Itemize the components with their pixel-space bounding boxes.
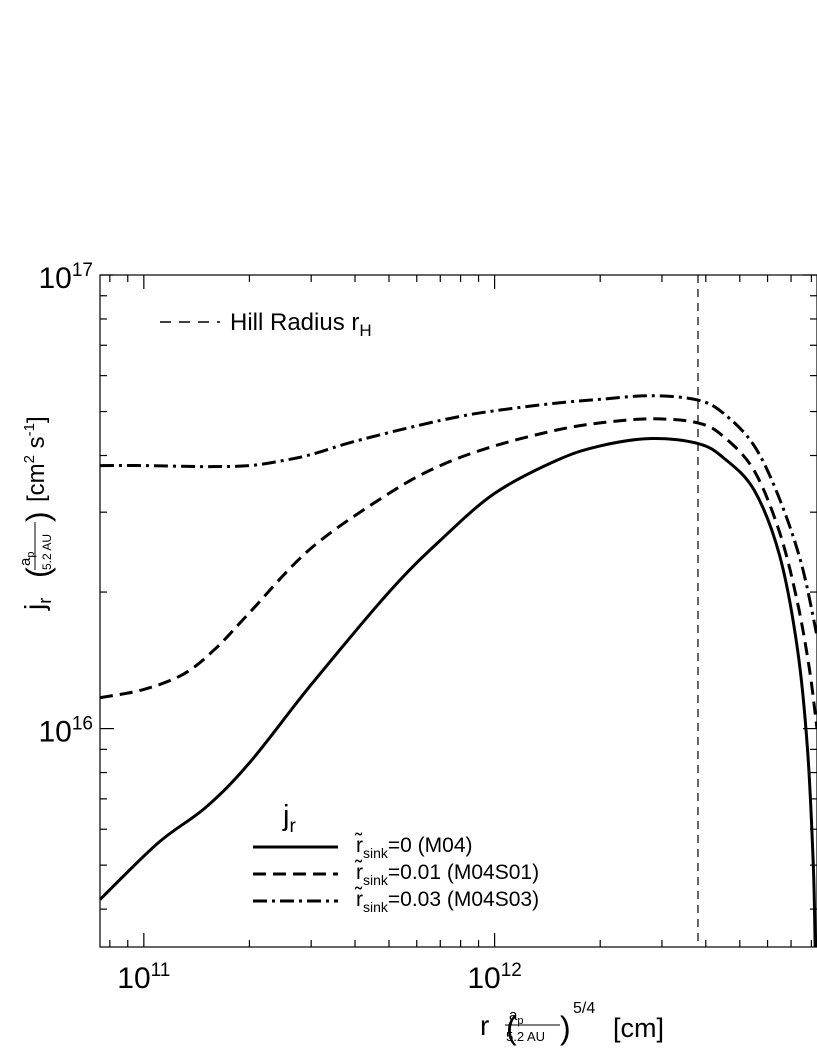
series-line-dashed [100, 417, 817, 729]
tick-labels: 1011 1012 1016 1017 [38, 260, 521, 995]
ticks [100, 274, 817, 947]
x-axis-unit: [cm] [613, 1013, 664, 1043]
x-axis-paren-right: ) [560, 1010, 571, 1046]
y-axis-frac-den: 5.2 AU [40, 534, 54, 570]
x-tick-label: 1012 [467, 960, 522, 995]
legend-label: r̃sink=0 (M04) [354, 833, 472, 861]
x-axis-frac-num: ap [509, 1007, 523, 1027]
legend-label: r̃sink=0.01 (M04S01) [354, 860, 539, 888]
x-axis-label-main: r [480, 1010, 489, 1041]
y-axis-paren-right: ) [20, 511, 56, 522]
legend-entry: r̃sink=0.01 (M04S01) [253, 860, 539, 888]
y-axis-paren-left: ( [20, 567, 56, 578]
x-axis-paren-left: ( [506, 1010, 517, 1046]
legend-entry: r̃sink=0.03 (M04S03) [253, 887, 539, 915]
y-axis-unit: [cm2 s-1] [21, 416, 50, 502]
y-axis-frac-num: ap [17, 552, 37, 566]
hill-radius-legend: Hill Radius rH [160, 309, 372, 340]
legend: jr r̃sink=0 (M04) r̃sink=0.01 (M04S01) r… [253, 800, 539, 915]
legend-entry: r̃sink=0 (M04) [253, 833, 473, 861]
legend-label: r̃sink=0.03 (M04S03) [354, 887, 539, 915]
legend-title: jr [282, 800, 296, 837]
series-line-dashdot [100, 394, 817, 637]
series-line-solid [100, 436, 817, 947]
hill-radius-label: Hill Radius rH [230, 309, 372, 340]
series [100, 394, 817, 947]
x-axis-power: 5/4 [573, 1000, 595, 1017]
y-axis-label: jr ( ap 5.2 AU ) [cm2 s-1] [17, 416, 56, 611]
x-axis-label: r ( ap 5.2 AU ) 5/4 [cm] [480, 1000, 664, 1046]
y-tick-label: 1017 [38, 260, 93, 295]
plot-frame [99, 274, 817, 948]
y-tick-label: 1016 [38, 714, 93, 749]
x-axis-frac-den: 5.2 AU [506, 1029, 545, 1044]
x-tick-label: 1011 [117, 960, 170, 995]
y-axis-label-main: jr [19, 598, 55, 611]
